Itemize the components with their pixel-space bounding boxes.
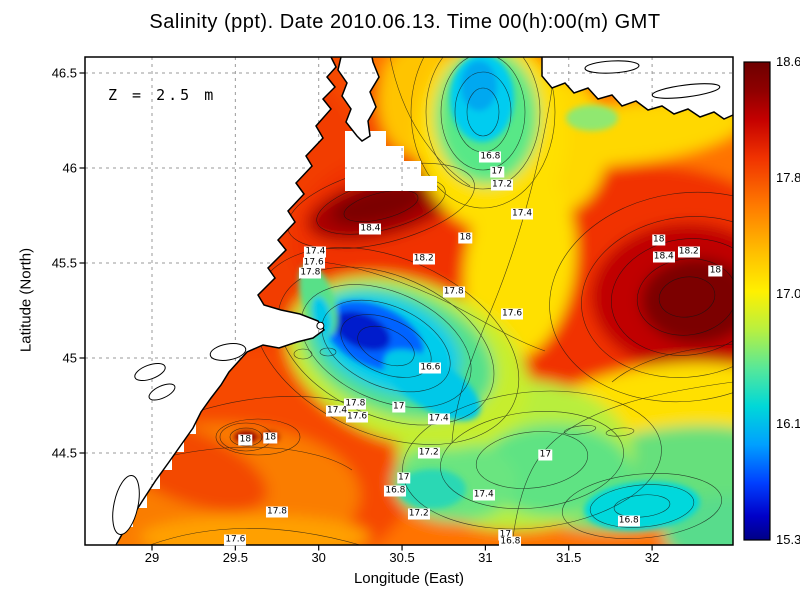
x-tick-label: 31.5 [556,550,581,565]
colorbar-tick-label: 15.3 [776,532,800,547]
colorbar: 18.6 17.8 17.0 16.1 15.3 [743,54,800,547]
y-tick-label: 44.5 [52,446,77,461]
colorbar-tick-labels: 18.6 17.8 17.0 16.1 15.3 [776,54,800,547]
y-tick-label: 46.5 [52,66,77,81]
axis-ticks: 29 29.5 30 30.5 31 31.5 32 44.5 45 45.5 46 46.5 [52,66,660,566]
station-marker [316,321,325,330]
colorbar-gradient [743,61,771,541]
y-axis-label: Latitude (North) [17,247,35,353]
y-tick-label: 45.5 [52,256,77,271]
land-mask [85,57,733,545]
colorbar-tick-label: 16.1 [776,416,800,431]
plot-border [84,56,734,546]
x-tick-label: 30.5 [389,550,414,565]
depth-annotation: Z = 2.5 m [108,86,217,104]
x-tick-label: 30 [311,550,325,565]
x-tick-label: 31 [478,550,492,565]
y-tick-label: 46 [63,161,77,176]
coastline [112,56,734,546]
y-tick-label: 45 [63,351,77,366]
x-tick-label: 29 [145,550,159,565]
x-tick-label: 32 [645,550,659,565]
colorbar-tick-label: 18.6 [776,54,800,69]
colorbar-tick-label: 17.0 [776,286,800,301]
x-tick-label: 29.5 [223,550,248,565]
colorbar-tick-label: 17.8 [776,170,800,185]
chart-title: Salinity (ppt). Date 2010.06.13. Time 00… [149,11,661,33]
station-marker-group [316,321,325,330]
x-axis-label: Longitude (East) [353,570,465,587]
